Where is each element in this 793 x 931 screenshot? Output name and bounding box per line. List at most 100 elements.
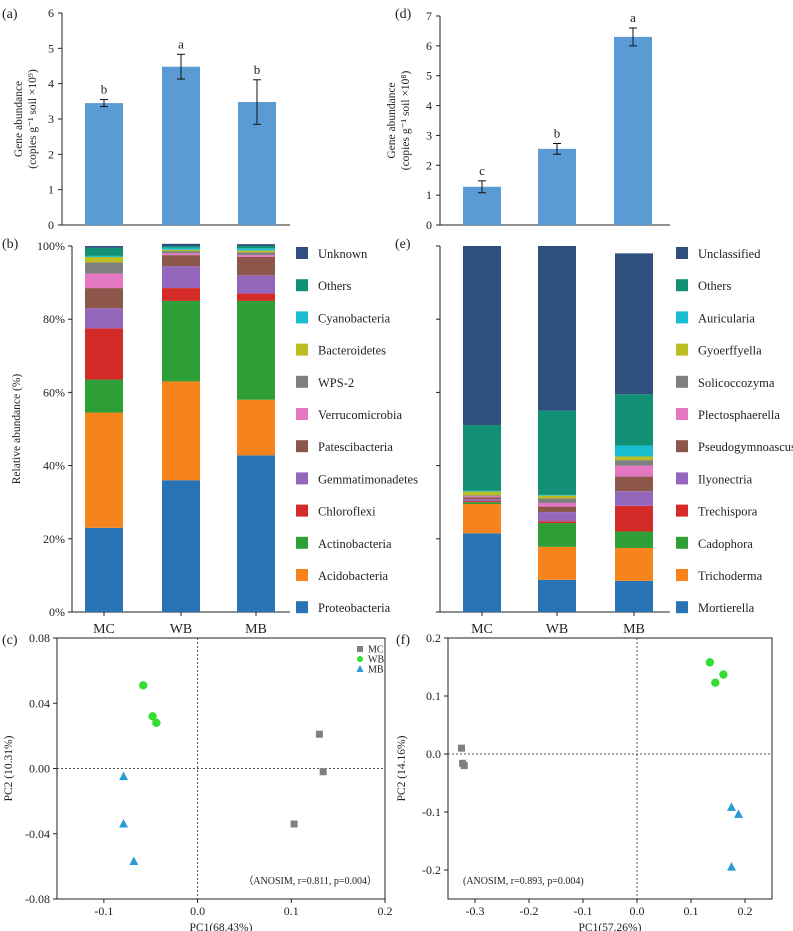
legend-swatch xyxy=(676,440,688,453)
legend-swatch xyxy=(296,601,308,614)
legend-swatch xyxy=(296,375,308,388)
legend-label: MB xyxy=(368,665,384,676)
segment-MC-Unclassified xyxy=(463,246,501,425)
significance-letter: a xyxy=(178,36,184,51)
point-MC xyxy=(315,730,323,738)
segment-MC-Actinobacteria xyxy=(85,379,123,413)
y-tick-label: 0 xyxy=(426,218,432,232)
point-WB xyxy=(711,678,720,687)
segment-MC-Pseudogymnoascus xyxy=(463,497,501,500)
segment-WB-Actinobacteria xyxy=(162,300,200,382)
legend-label: Actinobacteria xyxy=(318,537,392,551)
segment-WB-Others xyxy=(162,246,200,248)
segment-MC-Others xyxy=(463,424,501,491)
legend-label: Plectosphaerella xyxy=(698,408,780,422)
x-tick-label: 0.1 xyxy=(684,904,699,918)
y-tick-label: 0.00 xyxy=(29,762,50,776)
segment-MC-Chloroflexi xyxy=(85,328,123,380)
x-tick-label: 0.0 xyxy=(190,904,205,918)
point-MB xyxy=(734,809,744,818)
legend-label: Verrucomicrobia xyxy=(318,408,402,422)
chart-d: (d) 0 1 2 3 4 5 6 7 Gene abundance (copies g⁻¹ soi… xyxy=(386,7,670,232)
legend-swatch xyxy=(296,472,308,485)
legend-label: Cadophora xyxy=(698,537,753,551)
segment-WB-Trichoderma xyxy=(538,546,576,580)
legend-swatch xyxy=(296,311,308,324)
segment-MC-Trichoderma xyxy=(463,504,501,534)
segment-MC-WPS-2 xyxy=(85,262,123,274)
segment-MC-Patescibacteria xyxy=(85,288,123,309)
legend-label: Mortierella xyxy=(698,601,755,615)
segment-WB-Gemmatimonadetes xyxy=(162,266,200,289)
segment-MB-Acidobacteria xyxy=(237,399,275,456)
legend-label: Gyoerffyella xyxy=(698,344,762,358)
legend-label: Patescibacteria xyxy=(318,440,393,454)
legend-swatch xyxy=(676,504,688,517)
x-tick-label: -0.1 xyxy=(574,904,593,918)
panel-label: (c) xyxy=(2,633,18,648)
legend-label: WPS-2 xyxy=(318,376,354,390)
point-MB xyxy=(119,818,129,828)
x-tick-label: -0.1 xyxy=(94,904,113,918)
segment-MC-Proteobacteria xyxy=(85,527,123,612)
y-tick-label: 5 xyxy=(48,41,54,55)
point-MC xyxy=(460,762,468,770)
y-axis-title: Relative abundance (%) xyxy=(11,374,23,485)
segment-MC-Cadophora xyxy=(463,502,501,505)
legend-label: Others xyxy=(698,279,731,293)
legend-label: MC xyxy=(368,645,384,656)
legend-swatch xyxy=(676,408,688,420)
legend-label: Unknown xyxy=(318,247,368,261)
legend-label: Bacteroidetes xyxy=(318,344,386,358)
x-tick-label: WB xyxy=(546,622,569,637)
y-tick-label: 2 xyxy=(426,158,432,172)
segment-WB-Ilyonectria xyxy=(538,512,576,522)
point-MB xyxy=(727,862,736,871)
x-tick-label: MB xyxy=(623,622,645,637)
bar-WB xyxy=(162,66,200,225)
y-axis-title: PC2 (10.31%) xyxy=(3,735,15,801)
y-tick-label: 1 xyxy=(48,183,54,197)
legend-swatch xyxy=(296,536,308,549)
x-tick-label: WB xyxy=(170,622,193,637)
y-tick-label: -0.04 xyxy=(25,827,50,841)
legend-swatch xyxy=(676,343,688,356)
legend-marker xyxy=(357,656,363,662)
segment-WB-Solicoccozyma xyxy=(538,498,576,503)
segment-WB-Plectosphaerella xyxy=(538,502,576,507)
legend-swatch xyxy=(676,279,688,292)
x-axis-title: PC1(57.26%) xyxy=(579,922,642,931)
segment-MC-Others xyxy=(85,247,123,256)
y-tick-label: 5 xyxy=(426,69,432,83)
point-WB xyxy=(139,681,148,690)
x-tick-label: 0.2 xyxy=(738,904,753,918)
legend-label: Auricularia xyxy=(698,311,755,325)
bar-WB xyxy=(538,148,576,225)
segment-MB-Unknown xyxy=(237,244,275,246)
chart-c: (c) -0.1 0.0 0.1 0.2 -0.08 -0.04 0.00 0.04 0.08 PC… xyxy=(2,631,393,931)
chart-e: (e) MC WB MB Unclassified Others Auricularia Gy… xyxy=(395,237,793,637)
legend-swatch xyxy=(676,569,688,581)
anosim-note: (ANOSIM, r=0.893, p=0.004) xyxy=(463,876,584,887)
point-MC xyxy=(319,768,327,776)
x-tick-label: 0.0 xyxy=(630,904,645,918)
segment-MC-Verrucomicrobia xyxy=(85,273,123,289)
segment-MC-Solicoccozyma xyxy=(463,495,501,497)
y-tick-label: 0.08 xyxy=(29,631,50,645)
legend-swatch xyxy=(296,279,308,292)
point-MC xyxy=(290,820,298,828)
segment-MB-Solicoccozyma xyxy=(615,460,653,466)
y-tick-label: -0.08 xyxy=(25,892,50,906)
segment-MB-Plectosphaerella xyxy=(615,465,653,477)
y-tick-label: 20% xyxy=(43,532,65,546)
legend-swatch xyxy=(676,601,688,614)
bar-MC xyxy=(85,103,123,225)
point-WB xyxy=(152,718,161,728)
segment-MC-Mortierella xyxy=(463,533,501,612)
legend-swatch xyxy=(296,504,308,517)
x-tick-label: -0.2 xyxy=(520,904,539,918)
significance-letter: b xyxy=(554,125,561,140)
segment-MB-Bacteroidetes xyxy=(237,250,275,253)
segment-MB-Trichoderma xyxy=(615,547,653,581)
